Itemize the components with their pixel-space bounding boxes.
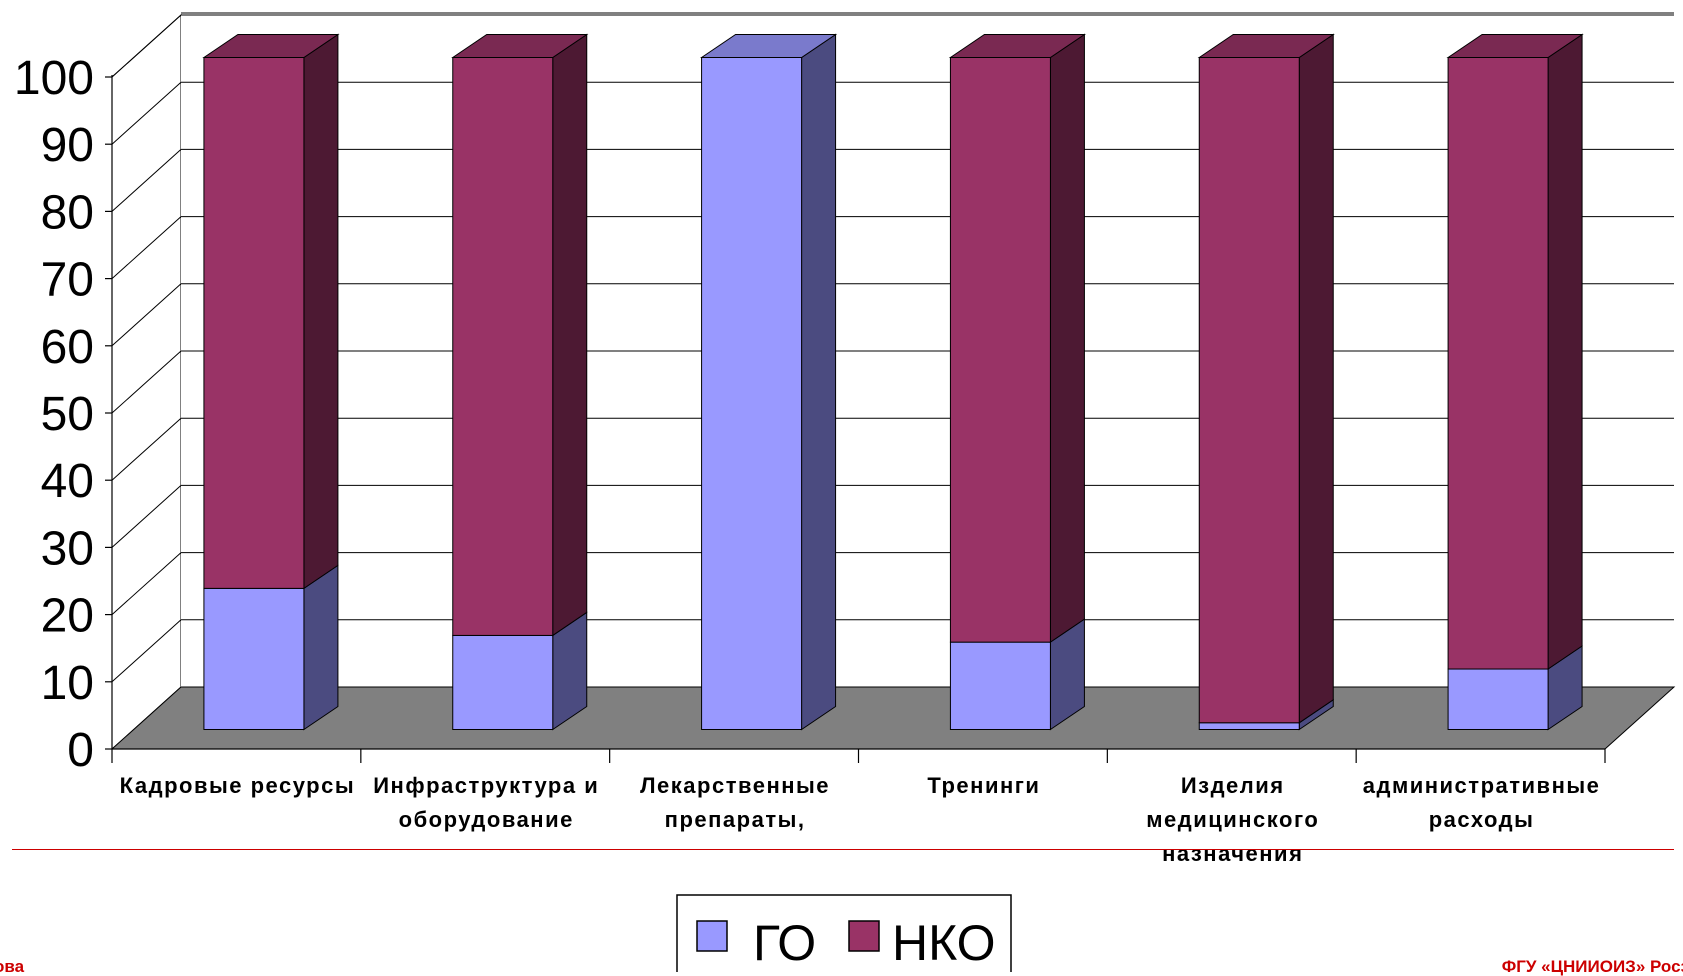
y-tick-label: 100 <box>14 52 94 105</box>
y-tick-label: 30 <box>41 522 94 575</box>
bar-front-face <box>949 57 1051 643</box>
x-category-label: назначения <box>1162 841 1303 866</box>
x-category-label: Лекарственные <box>640 773 830 798</box>
bar-nko-4 <box>949 33 1085 644</box>
bar-front-face <box>203 587 305 730</box>
gridline <box>111 619 1674 683</box>
x-category-label: Кадровые ресурсы <box>120 773 355 798</box>
gridline <box>111 216 1674 279</box>
x-category-labels: Кадровые ресурсы Инфраструктура и оборудов… <box>120 773 1601 866</box>
bar-front-face <box>203 57 305 589</box>
bar-go-6 <box>1447 645 1583 731</box>
bar-side-face <box>303 564 339 731</box>
x-category-label: Инфраструктура и <box>373 773 599 798</box>
legend-swatch <box>848 920 880 952</box>
legend-label: НКО <box>892 915 996 971</box>
bar-go-1 <box>203 564 339 731</box>
x-category-label: административные <box>1363 773 1601 798</box>
y-tick-label: 20 <box>41 590 94 643</box>
axes <box>105 75 1606 763</box>
legend: ГО НКО <box>676 894 1012 972</box>
y-tick-label: 70 <box>41 254 94 307</box>
bar-front-face <box>1447 668 1549 731</box>
bar-front-face <box>1447 57 1549 670</box>
bar-front-face <box>1198 57 1300 724</box>
bar-side-face <box>303 33 339 590</box>
bar-side-face <box>1049 33 1085 644</box>
bar-front-face <box>1198 722 1300 731</box>
bar-front-face <box>452 634 554 730</box>
x-category-label: препараты, <box>665 807 806 832</box>
gridline <box>111 350 1674 414</box>
gridline <box>111 552 1674 615</box>
footer-left-text: ова <box>0 957 25 976</box>
bar-top-face <box>451 34 589 58</box>
y-tick-label: 60 <box>41 321 94 374</box>
bar-side-face <box>552 33 588 637</box>
gridline <box>111 148 1674 212</box>
chart-walls <box>111 12 1674 751</box>
y-tick-label: 10 <box>41 657 94 710</box>
y-tick-label: 80 <box>41 186 94 239</box>
floor <box>110 686 1676 750</box>
bar-go-4 <box>949 618 1085 731</box>
y-tick-label: 90 <box>41 119 94 172</box>
y-tick-labels: 0 10 20 30 40 50 60 70 80 90 100 <box>14 52 94 777</box>
x-category-label: оборудование <box>399 807 574 832</box>
bar-top-face <box>1446 34 1584 58</box>
gridlines <box>111 14 1674 683</box>
bar-nko-1 <box>203 33 339 590</box>
bar-top-face <box>202 34 340 58</box>
bar-nko-5 <box>1198 33 1334 724</box>
gridline <box>111 417 1674 481</box>
bar-nko-6 <box>1447 33 1583 670</box>
gridline <box>111 484 1674 548</box>
bar-side-face <box>1547 33 1583 670</box>
y-tick-label: 0 <box>67 724 94 777</box>
x-category-label: Тренинги <box>927 773 1040 798</box>
x-category-label: Изделия <box>1181 773 1285 798</box>
y-tick-label: 40 <box>41 455 94 508</box>
footer-separator-line <box>12 849 1674 850</box>
bar-go-2 <box>452 611 588 731</box>
y-tick-label: 50 <box>41 388 94 441</box>
bar-front-face <box>452 57 554 636</box>
bar-front-face <box>701 57 803 730</box>
x-category-label: медицинского <box>1146 807 1319 832</box>
bar-side-face <box>801 33 837 731</box>
bar-top-face <box>1197 34 1335 58</box>
bars <box>202 33 1584 731</box>
legend-label: ГО <box>753 915 816 971</box>
bar-top-face <box>699 34 838 58</box>
gridline <box>111 283 1674 347</box>
bar-nko-2 <box>452 33 588 637</box>
bar-go-3 <box>701 33 837 731</box>
bar-front-face <box>949 641 1051 731</box>
legend-swatch <box>696 920 728 952</box>
bar-side-face <box>1298 33 1334 724</box>
chart-floor <box>110 686 1676 750</box>
footer-right-text: ФГУ «ЦНИИОИЗ» Росз <box>1501 957 1683 976</box>
gridline <box>111 81 1674 145</box>
gridline <box>111 14 1674 78</box>
x-category-label: расходы <box>1429 807 1535 832</box>
legend-box <box>676 894 1012 972</box>
bar-top-face <box>948 34 1087 58</box>
